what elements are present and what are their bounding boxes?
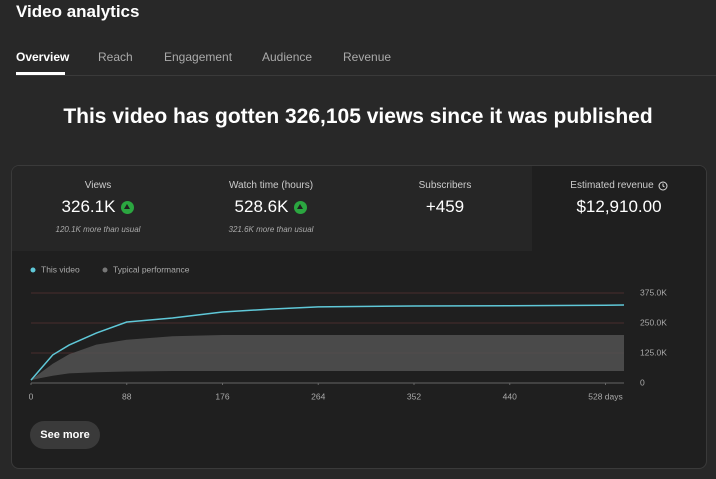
- x-tick-label: 440: [503, 391, 517, 401]
- x-tick-label: 528 days: [588, 391, 623, 401]
- metric-note: 321.6K more than usual: [228, 225, 314, 234]
- y-tick-label: 0: [640, 377, 645, 387]
- x-tick-label: 0: [29, 391, 34, 401]
- tab[interactable]: Revenue: [343, 50, 392, 64]
- headline: This video has gotten 326,105 views sinc…: [63, 105, 653, 128]
- metric-label: Watch time (hours): [228, 180, 314, 191]
- legend-label: This video: [41, 264, 80, 274]
- x-tick-label: 176: [215, 391, 229, 401]
- metric-value: 326.1K: [61, 197, 116, 216]
- metric-label: Views: [84, 180, 112, 191]
- metric-note: 120.1K more than usual: [55, 225, 141, 234]
- tab-indicator: [16, 72, 65, 75]
- views-line: [30, 304, 625, 381]
- clock-icon: [658, 181, 668, 190]
- x-tick-label: 352: [407, 391, 421, 401]
- y-tick-label: 125.0K: [640, 347, 667, 357]
- analytics-card: Views 326.1K 120.1K more than usual Watc…: [11, 165, 707, 469]
- metric-card[interactable]: Estimated revenue $12,910.00: [532, 166, 706, 251]
- up-icon: [121, 200, 135, 214]
- x-tick-label: 88: [122, 391, 132, 401]
- up-icon: [294, 200, 308, 214]
- metric-card[interactable]: Watch time (hours) 528.6K 321.6K more th…: [184, 166, 359, 251]
- legend-dot: [102, 267, 108, 273]
- tab[interactable]: Engagement: [164, 50, 233, 64]
- legend-label: Typical performance: [113, 264, 190, 274]
- y-tick-label: 250.0K: [640, 317, 667, 327]
- tab[interactable]: Overview: [16, 50, 70, 64]
- tab[interactable]: Reach: [98, 50, 133, 64]
- legend-dot: [30, 267, 36, 273]
- y-tick-label: 375.0K: [640, 287, 667, 297]
- metric-card[interactable]: Subscribers +459: [358, 166, 533, 251]
- metric-value: 528.6K: [234, 197, 289, 216]
- metric-value: $12,910.00: [576, 197, 662, 216]
- typical-band: [31, 335, 624, 381]
- metric-value: +459: [425, 197, 465, 216]
- x-tick-label: 264: [311, 391, 325, 401]
- see-more-button[interactable]: See more: [30, 421, 100, 449]
- metric-card[interactable]: Views 326.1K 120.1K more than usual: [12, 166, 185, 251]
- separator: [16, 75, 716, 76]
- metric-label: Estimated revenue: [570, 180, 654, 191]
- page-title: Video analytics: [16, 2, 140, 21]
- metric-label: Subscribers: [418, 180, 472, 191]
- tab[interactable]: Audience: [262, 50, 313, 64]
